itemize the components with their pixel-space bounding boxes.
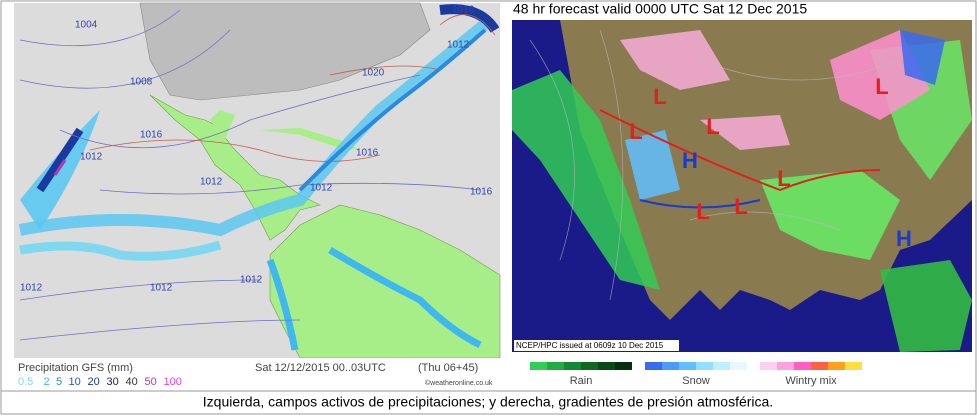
pressure-center: H	[896, 226, 912, 251]
isobar-label: 1016	[452, 5, 475, 16]
legend-swatch	[828, 362, 845, 370]
isobar-label: 1020	[362, 68, 385, 79]
legend-swatch	[564, 362, 581, 370]
scale-label: 40	[126, 376, 138, 388]
scale-label: 50	[145, 376, 157, 388]
legend-label: Wintry mix	[785, 375, 837, 387]
isobar-label: 1012	[447, 40, 470, 51]
legend-swatch	[662, 362, 679, 370]
pressure-center: L	[706, 114, 719, 139]
pressure-center: L	[629, 119, 642, 144]
issued-note: NCEP/HPC issued at 0609z 10 Dec 2015	[516, 341, 664, 350]
right-map: 48 hr forecast valid 0000 UTC Sat 12 Dec…	[512, 1, 972, 387]
caption: Izquierda, campos activos de precipitaci…	[203, 394, 773, 410]
pressure-center: L	[875, 74, 888, 99]
legend-swatch	[598, 362, 615, 370]
legend-swatch	[679, 362, 696, 370]
legend-swatch	[530, 362, 547, 370]
isobar-label: 1012	[240, 275, 263, 286]
scale-label: 2	[44, 376, 50, 388]
scale-label: 5	[56, 376, 62, 388]
scale-label: 0.5	[18, 376, 33, 388]
legend-swatch	[696, 362, 713, 370]
legend-swatch	[777, 362, 794, 370]
isobar-label: 1012	[80, 152, 103, 163]
pressure-center: L	[653, 84, 666, 109]
pressure-center: H	[682, 148, 698, 173]
isobar-label: 1012	[200, 177, 223, 188]
legend-swatch	[811, 362, 828, 370]
legend-swatch	[581, 362, 598, 370]
isobar-label: 1016	[470, 187, 493, 198]
legend-label: Snow	[682, 375, 710, 387]
scale-label: 10	[69, 376, 81, 388]
legend-swatch	[547, 362, 564, 370]
pressure-center: L	[696, 199, 709, 224]
legend-swatch	[760, 362, 777, 370]
isobar-label: 1012	[310, 183, 333, 194]
legend-title: Precipitation GFS (mm)	[18, 362, 133, 374]
legend-swatch	[730, 362, 747, 370]
isobar-label: 1008	[130, 77, 153, 88]
legend-swatch	[615, 362, 632, 370]
pressure-center: L	[777, 166, 790, 191]
map-title: 48 hr forecast valid 0000 UTC Sat 12 Dec…	[513, 1, 807, 17]
scale-label: 30	[107, 376, 119, 388]
legend-label: Rain	[570, 375, 593, 387]
isobar-label: 1004	[75, 20, 98, 31]
valid-time: Sat 12/12/2015 00..03UTC	[255, 362, 386, 374]
isobar-label: 1012	[20, 283, 43, 294]
legend-swatch	[713, 362, 730, 370]
legend-swatch	[645, 362, 662, 370]
isobar-label: 1012	[150, 283, 173, 294]
isobar-label: 1016	[356, 148, 379, 159]
credit: ©weatheronline.co.uk	[425, 379, 493, 387]
legend-swatch	[845, 362, 862, 370]
scale-label: 20	[88, 376, 100, 388]
pressure-center: L	[734, 194, 747, 219]
legend-swatch	[794, 362, 811, 370]
run-info: (Thu 06+45)	[418, 362, 478, 374]
isobar-label: 1016	[140, 130, 163, 141]
scale-label: 100	[164, 376, 182, 388]
